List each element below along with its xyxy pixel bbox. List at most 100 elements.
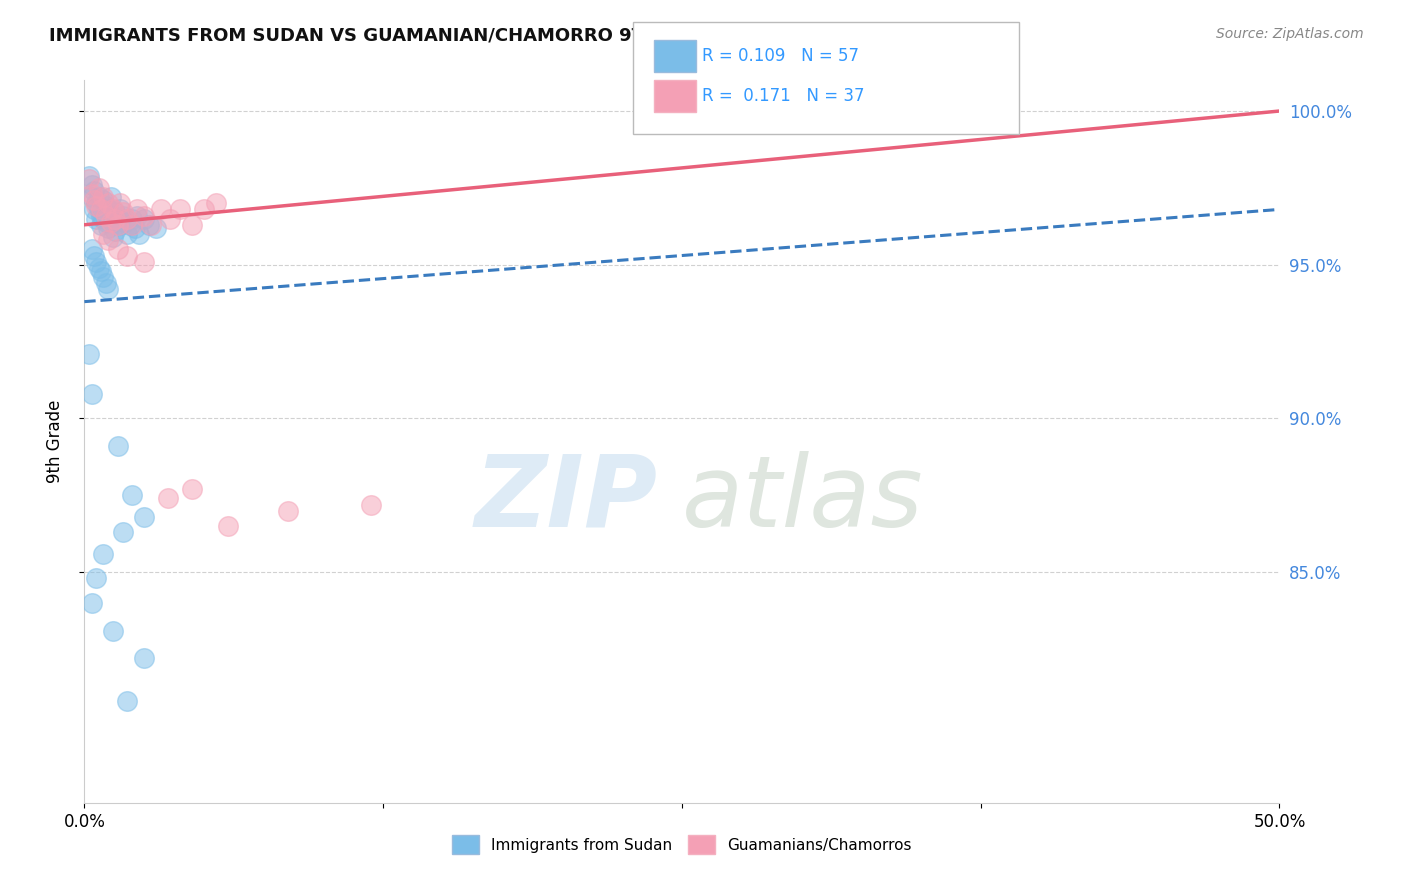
Point: [118, 218, 141, 232]
Point: [141, 218, 163, 232]
Point: [107, 243, 129, 257]
Point: [360, 498, 382, 512]
Point: [100, 190, 122, 204]
Text: R =  0.171   N = 37: R = 0.171 N = 37: [702, 87, 865, 105]
Point: [132, 209, 156, 223]
Point: [93, 190, 115, 204]
Point: [97, 220, 120, 235]
Point: [94, 276, 117, 290]
Point: [80, 178, 103, 192]
Point: [121, 211, 143, 226]
Text: Source: ZipAtlas.com: Source: ZipAtlas.com: [1216, 27, 1364, 41]
Point: [90, 264, 112, 278]
Point: [86, 196, 108, 211]
Point: [83, 193, 105, 207]
Point: [110, 218, 132, 232]
Point: [124, 220, 146, 235]
Point: [90, 209, 112, 223]
Text: atlas: atlas: [682, 450, 924, 548]
Point: [121, 488, 143, 502]
Point: [107, 211, 129, 226]
Point: [107, 218, 129, 232]
Point: [93, 211, 115, 226]
Point: [100, 215, 122, 229]
Point: [90, 202, 112, 217]
Point: [277, 504, 299, 518]
Point: [80, 596, 103, 610]
Point: [181, 482, 204, 496]
Point: [97, 233, 120, 247]
Point: [157, 491, 180, 506]
Point: [93, 547, 115, 561]
Point: [132, 211, 156, 226]
Point: [94, 215, 117, 229]
Point: [80, 190, 103, 204]
Point: [111, 525, 134, 540]
Point: [93, 270, 115, 285]
Point: [149, 202, 172, 217]
Point: [93, 193, 115, 207]
Point: [86, 571, 108, 585]
Text: IMMIGRANTS FROM SUDAN VS GUAMANIAN/CHAMORRO 9TH GRADE CORRELATION CHART: IMMIGRANTS FROM SUDAN VS GUAMANIAN/CHAMO…: [49, 27, 956, 45]
Point: [77, 169, 100, 183]
Point: [83, 202, 105, 217]
Point: [87, 202, 110, 217]
Point: [94, 209, 117, 223]
Point: [117, 694, 139, 708]
Point: [132, 509, 156, 524]
Point: [90, 218, 112, 232]
Point: [145, 220, 167, 235]
Text: ZIP: ZIP: [475, 450, 658, 548]
Legend: Immigrants from Sudan, Guamanians/Chamorros: Immigrants from Sudan, Guamanians/Chamor…: [446, 830, 918, 860]
Point: [169, 202, 191, 217]
Y-axis label: 9th Grade: 9th Grade: [45, 400, 63, 483]
Point: [217, 519, 239, 533]
Text: R = 0.109   N = 57: R = 0.109 N = 57: [702, 47, 859, 65]
Point: [104, 224, 127, 238]
Point: [110, 196, 132, 211]
Point: [111, 205, 134, 219]
Point: [83, 184, 105, 198]
Point: [128, 227, 150, 241]
Point: [111, 209, 134, 223]
Point: [117, 211, 139, 226]
Point: [117, 248, 139, 262]
Point: [97, 282, 120, 296]
Point: [910, 103, 932, 118]
Point: [110, 202, 132, 217]
Point: [101, 202, 124, 217]
Point: [205, 196, 228, 211]
Point: [193, 202, 215, 217]
Point: [86, 211, 108, 226]
Point: [87, 181, 110, 195]
Point: [77, 171, 100, 186]
Point: [125, 202, 148, 217]
Point: [114, 215, 136, 229]
Point: [104, 211, 127, 226]
Point: [101, 215, 124, 229]
Point: [86, 199, 108, 213]
Point: [77, 347, 100, 361]
Point: [83, 248, 105, 262]
Point: [132, 254, 156, 268]
Point: [87, 190, 110, 204]
Point: [159, 211, 181, 226]
Point: [125, 209, 148, 223]
Point: [107, 439, 129, 453]
Point: [138, 218, 160, 232]
Point: [93, 227, 115, 241]
Point: [80, 387, 103, 401]
Point: [117, 227, 139, 241]
Point: [104, 205, 127, 219]
Point: [181, 218, 204, 232]
Point: [101, 230, 124, 244]
Point: [80, 187, 103, 202]
Point: [100, 209, 122, 223]
Point: [97, 202, 120, 217]
Point: [101, 624, 124, 638]
Point: [86, 254, 108, 268]
Point: [97, 196, 120, 211]
Point: [132, 651, 156, 665]
Point: [121, 218, 143, 232]
Point: [94, 199, 117, 213]
